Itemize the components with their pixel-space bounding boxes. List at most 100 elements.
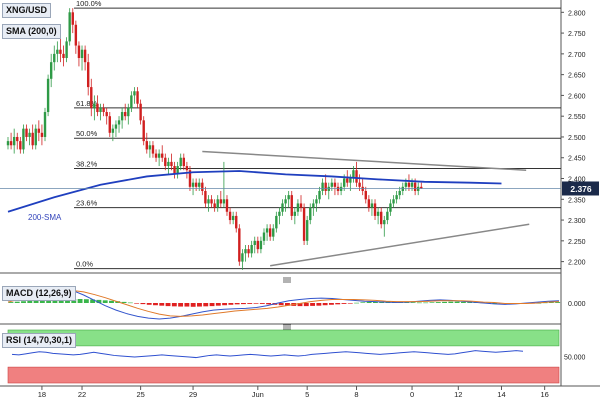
candle-body xyxy=(355,170,358,183)
candle-body xyxy=(367,199,371,208)
panel-grip-main xyxy=(283,277,291,283)
candle xyxy=(346,170,349,187)
rsi-indicator-label: RSI (14,70,30,1) xyxy=(2,333,77,348)
candle-body xyxy=(302,207,306,241)
candle xyxy=(222,161,226,208)
candle xyxy=(420,182,423,189)
candle-body xyxy=(299,203,303,208)
candle xyxy=(185,161,189,179)
macd-histogram-bar xyxy=(27,300,33,303)
candle xyxy=(225,195,229,216)
candle xyxy=(167,157,170,175)
y-tick-label: 2.400 xyxy=(568,177,586,184)
macd-histogram-bar xyxy=(354,302,360,304)
macd-histogram-bar xyxy=(8,302,14,303)
candle xyxy=(305,215,309,245)
candle xyxy=(367,195,371,212)
candle xyxy=(6,136,10,150)
macd-histogram-bar xyxy=(14,301,20,303)
candle xyxy=(235,211,238,233)
macd-histogram-bar xyxy=(77,299,83,303)
candle xyxy=(275,211,278,233)
macd-histogram-bar xyxy=(190,303,196,307)
macd-histogram-bar xyxy=(442,301,447,303)
price-tag-label: 2.376 xyxy=(570,184,592,194)
macd-histogram-bar xyxy=(366,301,372,303)
macd-histogram-bar xyxy=(372,301,378,303)
candle-body xyxy=(71,12,74,25)
candle-body xyxy=(117,120,121,125)
candle-body xyxy=(336,186,340,191)
candle xyxy=(65,37,68,63)
macd-histogram-bar xyxy=(234,303,240,305)
macd-histogram-bar xyxy=(65,299,70,303)
y-tick-label: 2.800 xyxy=(568,10,586,17)
macd-histogram-bar xyxy=(21,301,26,303)
macd-histogram-bar xyxy=(416,302,422,304)
x-tick-label: 14 xyxy=(497,390,505,399)
macd-histogram-bar xyxy=(347,303,353,304)
candle-body xyxy=(133,91,136,96)
x-tick-label: Jun xyxy=(252,390,264,399)
candle xyxy=(37,120,41,142)
candle-body xyxy=(173,166,176,175)
candle xyxy=(31,124,34,150)
candle xyxy=(164,153,167,171)
candle-body xyxy=(136,91,139,104)
candle-body xyxy=(9,141,13,146)
macd-histogram-bar xyxy=(492,303,498,304)
candle xyxy=(114,120,118,137)
x-tick-label: 22 xyxy=(78,390,86,399)
candle xyxy=(179,153,182,171)
candle-body xyxy=(284,199,287,204)
rsi-panel: 50.000 xyxy=(7,329,586,384)
candle-body xyxy=(262,232,266,241)
y-tick-label: 2.300 xyxy=(568,218,586,225)
candle xyxy=(333,178,337,196)
candle-body xyxy=(238,228,241,262)
candle-body xyxy=(204,190,207,204)
candle-body xyxy=(364,190,367,200)
candle xyxy=(201,178,204,196)
candle xyxy=(90,78,93,117)
macd-histogram-bar xyxy=(423,302,429,304)
x-tick-label: 18 xyxy=(38,390,46,399)
candle-body xyxy=(250,244,253,254)
candle-body xyxy=(383,220,386,225)
x-tick-label: 29 xyxy=(189,390,197,399)
macd-histogram-bar xyxy=(109,300,114,303)
candle-body xyxy=(167,161,170,167)
x-tick-label: 0 xyxy=(410,390,414,399)
candle-body xyxy=(191,182,195,187)
candle-body xyxy=(213,203,216,208)
candle xyxy=(293,207,297,225)
candle-body xyxy=(56,49,59,54)
candle-body xyxy=(389,203,392,212)
y-tick-label: 2.200 xyxy=(568,260,586,267)
candle-body xyxy=(68,12,71,42)
candle-body xyxy=(305,220,309,241)
candle xyxy=(312,199,315,216)
macd-histogram-bar xyxy=(360,302,366,303)
trendline xyxy=(270,223,530,267)
candle xyxy=(309,203,312,225)
macd-zero-label: 0.000 xyxy=(568,301,586,308)
candle-body xyxy=(96,103,99,113)
candle xyxy=(219,190,223,208)
fib-label: 38.2% xyxy=(76,160,98,169)
candle-body xyxy=(53,53,56,63)
fib-label: 61.8% xyxy=(76,99,98,108)
candle xyxy=(102,103,105,117)
candle xyxy=(253,236,256,254)
trendlines xyxy=(202,150,530,267)
candle-body xyxy=(349,178,352,183)
x-tick-label: 12 xyxy=(454,390,462,399)
candle-body xyxy=(28,132,31,137)
candle-body xyxy=(259,240,263,250)
candle xyxy=(105,107,108,125)
candle-body xyxy=(105,112,108,117)
candle xyxy=(133,87,136,104)
macd-histogram-bar xyxy=(316,303,322,306)
candle-body xyxy=(102,107,105,113)
rsi-overbought-zone xyxy=(7,329,560,347)
